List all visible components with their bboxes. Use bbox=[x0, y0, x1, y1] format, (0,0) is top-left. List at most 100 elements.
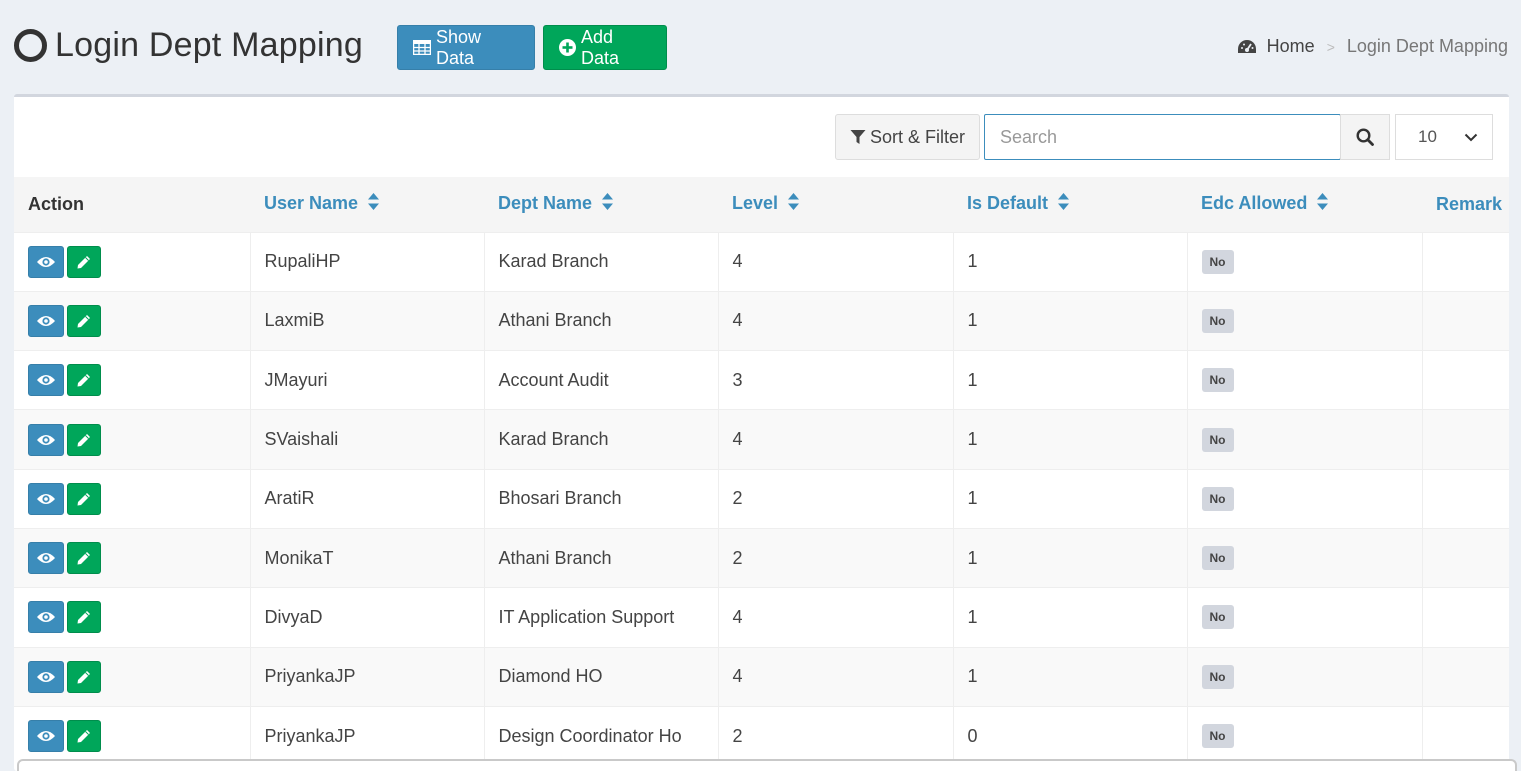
cell-action bbox=[14, 646, 250, 707]
sort-icon[interactable] bbox=[602, 193, 614, 215]
cell-user-name: LaxmiB bbox=[249, 290, 484, 351]
cell-user-name: AratiR bbox=[249, 468, 484, 529]
view-button[interactable] bbox=[28, 304, 64, 337]
edit-button[interactable] bbox=[67, 542, 101, 575]
breadcrumb-home-link[interactable]: Home bbox=[1266, 36, 1315, 56]
edit-button[interactable] bbox=[67, 720, 101, 753]
edc-status-badge: No bbox=[1201, 605, 1234, 630]
data-box: Sort & Filter 10 Action User Name Dept N… bbox=[14, 94, 1509, 771]
eye-icon bbox=[36, 433, 56, 447]
cell-dept-name: Karad Branch bbox=[483, 409, 718, 470]
column-header-is-default[interactable]: Is Default bbox=[953, 177, 1187, 232]
cell-is-default: 1 bbox=[952, 587, 1187, 648]
edit-button[interactable] bbox=[67, 304, 101, 337]
view-button[interactable] bbox=[28, 245, 64, 278]
pencil-icon bbox=[76, 372, 92, 388]
view-button[interactable] bbox=[28, 423, 64, 456]
cell-dept-name: Diamond HO bbox=[483, 646, 718, 707]
view-button[interactable] bbox=[28, 542, 64, 575]
chevron-down-icon bbox=[1464, 130, 1478, 144]
search-button[interactable] bbox=[1340, 114, 1390, 160]
search-input[interactable] bbox=[984, 114, 1341, 160]
cell-user-name: SVaishali bbox=[249, 409, 484, 470]
cell-dept-name: Athani Branch bbox=[483, 527, 718, 588]
page-size-select[interactable]: 10 bbox=[1395, 114, 1493, 160]
table-row: SVaishali Karad Branch 4 1 No bbox=[14, 409, 1509, 470]
cell-remark bbox=[1421, 646, 1509, 707]
column-header-level[interactable]: Level bbox=[718, 177, 953, 232]
cell-dept-name: Karad Branch bbox=[483, 231, 718, 292]
column-header-user-name[interactable]: User Name bbox=[250, 177, 484, 232]
view-button[interactable] bbox=[28, 660, 64, 693]
cell-level: 4 bbox=[717, 409, 953, 470]
sort-icon[interactable] bbox=[368, 193, 380, 215]
cell-edc-allowed: No bbox=[1186, 587, 1422, 648]
breadcrumb: Home > Login Dept Mapping bbox=[1237, 36, 1508, 57]
cell-remark bbox=[1421, 409, 1509, 470]
edit-button[interactable] bbox=[67, 482, 101, 515]
cell-level: 2 bbox=[717, 705, 953, 766]
cell-user-name: PriyankaJP bbox=[249, 646, 484, 707]
cell-dept-name: Bhosari Branch bbox=[483, 468, 718, 529]
sort-icon[interactable] bbox=[1058, 193, 1070, 215]
sort-filter-button[interactable]: Sort & Filter bbox=[835, 114, 980, 160]
cell-remark bbox=[1421, 705, 1509, 766]
cell-action bbox=[14, 587, 250, 648]
eye-icon bbox=[36, 373, 56, 387]
pencil-icon bbox=[76, 550, 92, 566]
sort-filter-label: Sort & Filter bbox=[869, 126, 966, 147]
eye-icon bbox=[36, 551, 56, 565]
edit-button[interactable] bbox=[67, 423, 101, 456]
cell-remark bbox=[1421, 231, 1509, 292]
edit-button[interactable] bbox=[67, 364, 101, 397]
cell-remark bbox=[1421, 587, 1509, 648]
cell-level: 4 bbox=[717, 587, 953, 648]
add-data-button[interactable]: Add Data bbox=[543, 25, 667, 70]
breadcrumb-current: Login Dept Mapping bbox=[1346, 36, 1508, 56]
cell-edc-allowed: No bbox=[1186, 350, 1422, 410]
sort-icon[interactable] bbox=[788, 193, 800, 215]
column-header-label: Dept Name bbox=[498, 193, 593, 214]
column-header-remark[interactable]: Remark bbox=[1422, 177, 1509, 232]
column-header-dept-name[interactable]: Dept Name bbox=[484, 177, 718, 232]
cell-is-default: 1 bbox=[952, 646, 1187, 707]
cell-action bbox=[14, 350, 250, 410]
cell-user-name: DivyaD bbox=[249, 587, 484, 648]
show-data-label: Show Data bbox=[436, 26, 482, 68]
column-header-action: Action bbox=[14, 177, 250, 232]
edit-button[interactable] bbox=[67, 660, 101, 693]
column-header-edc-allowed[interactable]: Edc Allowed bbox=[1187, 177, 1422, 232]
eye-icon bbox=[36, 729, 56, 743]
show-data-button[interactable]: Show Data bbox=[397, 25, 535, 70]
table-row: PriyankaJP Diamond HO 4 1 No bbox=[14, 646, 1509, 707]
dashboard-icon bbox=[1237, 39, 1257, 55]
view-button[interactable] bbox=[28, 482, 64, 515]
eye-icon bbox=[36, 314, 56, 328]
view-button[interactable] bbox=[28, 601, 64, 634]
pencil-icon bbox=[76, 254, 92, 270]
view-button[interactable] bbox=[28, 364, 64, 397]
edc-status-badge: No bbox=[1201, 546, 1234, 571]
cell-action bbox=[14, 527, 250, 588]
edit-button[interactable] bbox=[67, 245, 101, 278]
cell-action bbox=[14, 231, 250, 292]
cell-edc-allowed: No bbox=[1186, 527, 1422, 588]
edc-status-badge: No bbox=[1201, 249, 1234, 274]
pencil-icon bbox=[76, 432, 92, 448]
cell-remark bbox=[1421, 468, 1509, 529]
table-row: PriyankaJP Design Coordinator Ho 2 0 No bbox=[14, 705, 1509, 766]
cell-action bbox=[14, 705, 250, 766]
cell-edc-allowed: No bbox=[1186, 705, 1422, 766]
cell-edc-allowed: No bbox=[1186, 290, 1422, 351]
sort-icon[interactable] bbox=[1317, 193, 1329, 215]
edc-status-badge: No bbox=[1201, 664, 1234, 689]
cell-level: 4 bbox=[717, 646, 953, 707]
cell-is-default: 1 bbox=[952, 468, 1187, 529]
edit-button[interactable] bbox=[67, 601, 101, 634]
cell-level: 4 bbox=[717, 231, 953, 292]
pencil-icon bbox=[76, 728, 92, 744]
cell-action bbox=[14, 290, 250, 351]
table-body: RupaliHP Karad Branch 4 1 No LaxmiB Atha… bbox=[14, 231, 1509, 766]
breadcrumb-separator: > bbox=[1326, 38, 1335, 55]
view-button[interactable] bbox=[28, 720, 64, 753]
